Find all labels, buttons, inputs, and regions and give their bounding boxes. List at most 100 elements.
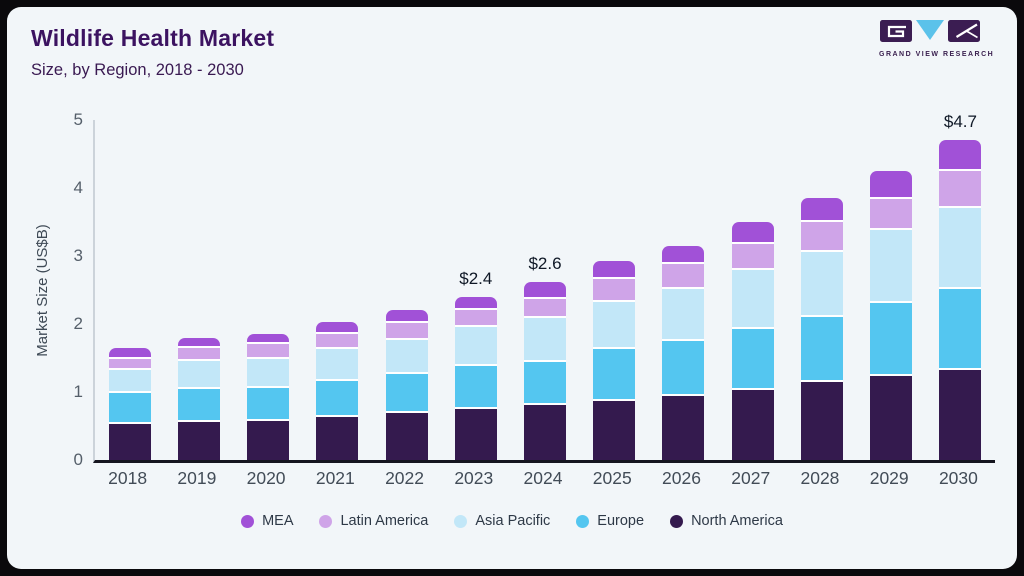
stacked-bar-2018 <box>108 347 151 460</box>
x-tick-label-2021: 2021 <box>315 468 355 488</box>
bar-segment-latin-america <box>800 222 843 252</box>
bar-segment-asia-pacific <box>108 369 151 394</box>
gvr-logo-icon <box>880 20 980 42</box>
bar-segment-mea <box>731 222 774 245</box>
gvr-logo-caption: GRAND VIEW RESEARCH <box>879 51 995 58</box>
legend-dot-icon <box>576 514 590 528</box>
stacked-bar-2021 <box>316 322 359 460</box>
legend-dot-icon <box>319 514 333 528</box>
bar-segment-asia-pacific <box>247 358 290 388</box>
bar-segment-mea <box>385 309 428 324</box>
bar-slot-2028 <box>787 198 856 460</box>
bar-segment-latin-america <box>247 344 290 359</box>
stacked-bar-2025 <box>593 261 636 460</box>
stacked-bar-2027 <box>731 222 774 460</box>
stacked-bar-2019 <box>177 337 220 460</box>
bar-segment-north-america <box>247 421 290 460</box>
x-tick-label-2029: 2029 <box>869 468 909 488</box>
bar-segment-asia-pacific <box>800 251 843 317</box>
bar-segment-asia-pacific <box>662 288 705 342</box>
stacked-bar-2028 <box>800 198 843 460</box>
x-tick-label-2024: 2024 <box>523 468 563 488</box>
bar-segment-latin-america <box>870 198 913 231</box>
y-axis-ticks: 0 1 2 3 4 5 <box>53 110 83 469</box>
bar-segment-mea <box>524 281 567 299</box>
plot-area: $2.4 $2.6 $4.7 <box>93 112 995 463</box>
bar-segment-asia-pacific <box>593 301 636 350</box>
y-axis-title-wrap: Market Size (US$B) <box>29 120 55 460</box>
bar-slot-2024: $2.6 <box>510 254 579 460</box>
bar-slot-2023: $2.4 <box>441 269 510 460</box>
bar-segment-europe <box>385 374 428 414</box>
bar-segment-asia-pacific <box>316 349 359 382</box>
y-tick-label: 3 <box>73 246 83 265</box>
bar-segment-mea <box>247 334 290 345</box>
bar-segment-asia-pacific <box>870 230 913 303</box>
y-tick-label: 1 <box>73 382 83 401</box>
x-tick-label-2026: 2026 <box>662 468 701 488</box>
x-tick-label-2025: 2025 <box>592 468 632 488</box>
bar-total-label-2024: $2.6 <box>528 253 562 273</box>
bar-slot-2018 <box>95 347 164 460</box>
bar-segment-latin-america <box>662 264 705 289</box>
y-axis-title: Market Size (US$B) <box>33 223 51 357</box>
legend-label: Asia Pacific <box>475 513 551 529</box>
bar-segment-europe <box>939 288 982 370</box>
bar-segment-asia-pacific <box>731 270 774 329</box>
bar-segment-mea <box>316 322 359 335</box>
bar-segment-north-america <box>662 396 705 460</box>
legend-item-latin-america: Latin America <box>319 513 428 529</box>
bar-slot-2020 <box>233 334 302 460</box>
legend-label: Europe <box>597 513 645 529</box>
legend: MEA Latin America Asia Pacific Europe North … <box>7 513 1017 529</box>
bar-segment-latin-america <box>385 323 428 340</box>
bar-slot-2021 <box>303 322 372 460</box>
x-tick-label-2030: 2030 <box>938 468 978 488</box>
x-tick-label-2028: 2028 <box>800 468 840 488</box>
legend-label: MEA <box>262 513 294 529</box>
bar-segment-north-america <box>524 404 567 460</box>
bar-segment-north-america <box>177 421 220 460</box>
bar-slot-2030: $4.7 <box>926 112 995 460</box>
bar-segment-europe <box>316 381 359 418</box>
bar-segment-europe <box>593 349 636 401</box>
page-subtitle: Size, by Region, 2018 - 2030 <box>31 61 244 79</box>
bar-segment-latin-america <box>108 358 151 370</box>
stacked-bar-2024: $2.6 <box>524 254 567 460</box>
bar-segment-latin-america <box>454 310 497 327</box>
y-tick-label: 0 <box>73 450 83 469</box>
bar-segment-asia-pacific <box>177 360 220 390</box>
y-tick-label: 2 <box>73 314 83 333</box>
bar-segment-mea <box>662 245 705 265</box>
x-tick-label-2020: 2020 <box>246 468 286 488</box>
bar-segment-europe <box>108 393 151 424</box>
chart-header: Wildlife Health Market Size, by Region, … <box>31 25 274 80</box>
bar-slot-2022 <box>372 309 441 460</box>
legend-item-europe: Europe <box>576 513 644 529</box>
legend-item-north-america: North America <box>670 513 783 529</box>
x-tick-label-2019: 2019 <box>177 468 217 488</box>
x-tick-label-2023: 2023 <box>454 468 494 488</box>
bar-segment-europe <box>524 362 567 405</box>
bar-segment-asia-pacific <box>524 317 567 363</box>
bar-segment-north-america <box>800 381 843 460</box>
x-tick-label-2022: 2022 <box>385 468 425 488</box>
bar-segment-north-america <box>454 409 497 460</box>
legend-dot-icon <box>241 514 255 528</box>
stacked-bar-2026 <box>662 245 705 460</box>
bar-segment-europe <box>662 341 705 397</box>
legend-item-asia-pacific: Asia Pacific <box>454 513 550 529</box>
bar-slot-2026 <box>649 245 718 460</box>
stacked-bar-2023: $2.4 <box>454 269 497 460</box>
bar-segment-north-america <box>593 400 636 460</box>
stacked-bar-2029 <box>870 171 913 460</box>
bar-segment-europe <box>454 366 497 409</box>
bar-segment-europe <box>177 389 220 422</box>
bar-segment-latin-america <box>593 279 636 302</box>
bar-segment-asia-pacific <box>454 326 497 367</box>
bar-segment-latin-america <box>731 244 774 271</box>
stacked-bar-2030: $4.7 <box>939 112 982 460</box>
page-title: Wildlife Health Market <box>31 25 275 51</box>
bar-segment-north-america <box>870 375 913 460</box>
y-tick-label: 5 <box>73 110 83 129</box>
